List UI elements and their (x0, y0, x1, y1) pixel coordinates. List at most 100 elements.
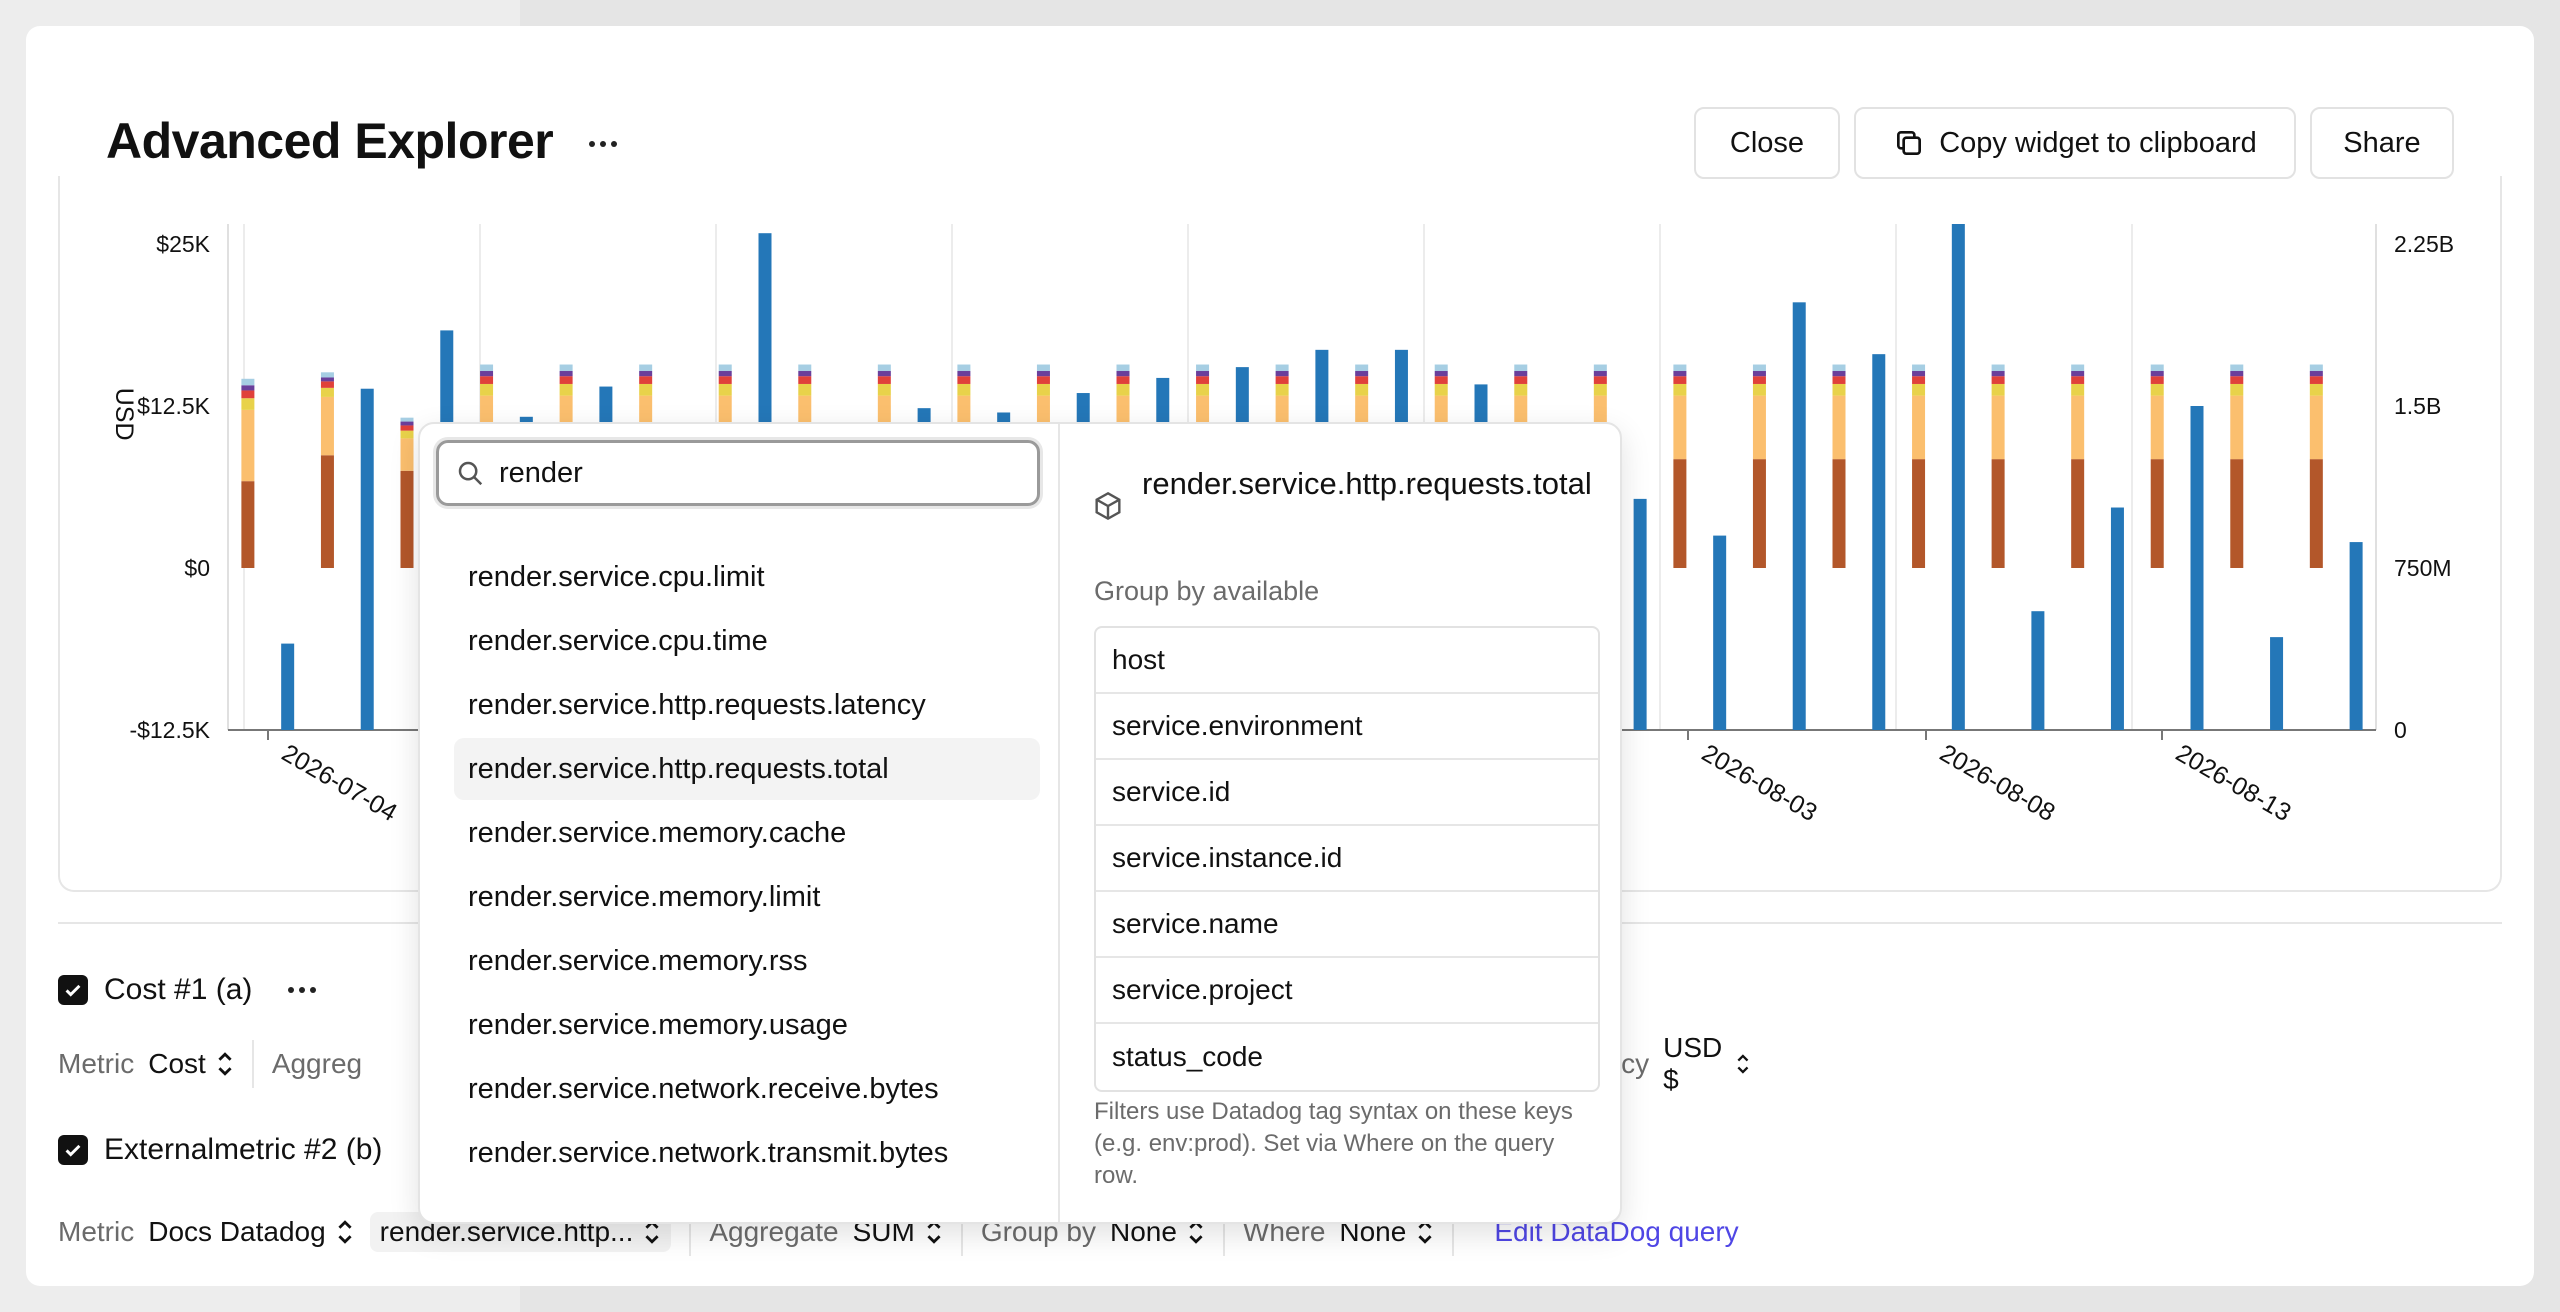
metric-option[interactable]: render.service.memory.rss (468, 944, 808, 977)
external-metric-bar (2031, 611, 2045, 730)
metric-search-box[interactable] (436, 440, 1040, 506)
cost-bar-segment (957, 371, 971, 377)
cost-bar-segment (718, 364, 732, 372)
y-left-tick-label: -$12.5K (129, 717, 210, 743)
cost-bar-segment (1991, 376, 2005, 384)
cost-bar-segment (1593, 371, 1607, 377)
cost-bar-segment (1514, 376, 1528, 384)
cost-bar-segment (2230, 459, 2244, 568)
cost-bar-segment (1036, 364, 1050, 372)
external-metric-bar (2190, 406, 2204, 730)
cost-bar-segment (1912, 371, 1926, 377)
ellipsis-icon (288, 987, 295, 993)
cost-bar-segment (1434, 364, 1448, 372)
cost-bar-segment (1991, 371, 2005, 377)
metric-option[interactable]: render.service.memory.usage (468, 1008, 848, 1041)
share-button-label: Share (2343, 126, 2421, 159)
cost-bar-segment (2309, 383, 2323, 396)
cost-bar-segment (559, 376, 573, 384)
cost-bar-segment (639, 364, 653, 372)
cost-bar-segment (1991, 364, 2005, 372)
external-metric-bar (2349, 542, 2363, 730)
cost-bar-segment (1355, 371, 1369, 377)
cost-bar-segment (2071, 383, 2085, 396)
cost-bar-segment (559, 371, 573, 377)
cost-bar-segment (2230, 371, 2244, 377)
cost-bar-segment (2309, 395, 2323, 460)
cost-bar-segment (1752, 383, 1766, 396)
cost-bar-segment (1673, 376, 1687, 384)
metric-option[interactable]: render.service.network.receive.bytes (468, 1072, 939, 1105)
cost-bar-segment (1036, 383, 1050, 396)
group-by-item: host (1096, 628, 1598, 694)
metric-option[interactable]: render.service.memory.limit (468, 880, 821, 913)
cost-bar-segment (1673, 383, 1687, 396)
cost-bar-segment (480, 371, 494, 377)
cost-bar-segment (2071, 459, 2085, 568)
cost-bar-segment (2230, 383, 2244, 396)
cost-bar-segment (2150, 459, 2164, 568)
query-row-header-1: Cost #1 (a) (58, 970, 317, 1010)
cost-bar-segment (2150, 371, 2164, 377)
query-1-checkbox[interactable] (58, 975, 88, 1005)
cost-bar-segment (1514, 383, 1528, 396)
group-by-item: service.name (1096, 892, 1598, 958)
query-1-params: Metric Cost Aggreg ency USD $ (58, 1032, 1749, 1095)
share-button[interactable]: Share (2310, 107, 2454, 179)
search-icon (458, 461, 483, 486)
query-1-metric-select[interactable]: Metric Cost (58, 1040, 254, 1088)
cost-bar-segment (2309, 371, 2323, 377)
metric-picker-popover: render.service.cpu.limit render.service.… (418, 422, 1622, 1224)
chevron-up-down-icon (218, 1052, 232, 1076)
metric-option-selected[interactable]: render.service.http.requests.total (454, 738, 1040, 800)
cost-bar-segment (1912, 376, 1926, 384)
query-1-aggregate-select[interactable]: Aggreg (272, 1048, 376, 1080)
group-by-item: status_code (1112, 1041, 1263, 1072)
group-by-available-label: Group by available (1094, 576, 1320, 606)
cost-bar-segment (1832, 459, 1846, 568)
cost-bar-segment (1752, 395, 1766, 460)
metric-option[interactable]: render.service.cpu.time (468, 624, 768, 657)
copy-icon (1897, 131, 1922, 155)
cost-bar-segment (1514, 364, 1528, 372)
metric-search-input[interactable] (499, 456, 1019, 490)
cost-bar-segment (1912, 383, 1926, 396)
close-button[interactable]: Close (1694, 107, 1840, 179)
cost-bar-segment (1673, 395, 1687, 460)
x-tick-label: 2026-08-13 (2171, 739, 2296, 827)
y-left-tick-label: $25K (156, 231, 210, 257)
cost-bar-segment (400, 430, 414, 439)
cost-bar-segment (2071, 364, 2085, 372)
ellipsis-icon (589, 141, 595, 147)
cost-bar-segment (1832, 364, 1846, 372)
cost-bar-segment (1116, 364, 1130, 372)
group-by-item: service.environment (1096, 694, 1598, 760)
copy-widget-button[interactable]: Copy widget to clipboard (1854, 107, 2296, 179)
cost-bar-segment (877, 371, 891, 377)
cost-bar-segment (400, 470, 414, 568)
group-by-list: host service.environment service.id serv… (1094, 626, 1600, 1092)
cost-bar-segment (1036, 371, 1050, 377)
cost-bar-segment (877, 376, 891, 384)
metric-option[interactable]: render.service.http.requests.latency (468, 688, 926, 721)
metric-option[interactable]: render.service.network.transmit.bytes (468, 1136, 949, 1169)
query-2-checkbox[interactable] (58, 1135, 88, 1165)
close-button-label: Close (1729, 126, 1805, 159)
cost-bar-segment (320, 387, 334, 397)
cost-bar-segment (798, 371, 812, 377)
cost-bar-segment (400, 438, 414, 471)
param-label: Aggreg (271, 1048, 363, 1079)
cost-bar-segment (1355, 376, 1369, 384)
cost-bar-segment (2309, 376, 2323, 384)
y-left-tick-label: $12.5K (137, 393, 211, 419)
query-2-metric-select[interactable]: Metric Docs Datadog (58, 1216, 354, 1248)
cost-bar-segment (718, 371, 732, 377)
cost-bar-segment (2150, 395, 2164, 460)
query-1-more-button[interactable] (288, 987, 317, 993)
title-more-button[interactable] (578, 124, 628, 164)
metric-option[interactable]: render.service.memory.cache (468, 816, 847, 849)
page-title: Advanced Explorer (106, 113, 554, 169)
metric-option[interactable]: render.service.cpu.limit (468, 560, 765, 593)
param-label: Metric (58, 1216, 135, 1247)
cost-bar-segment (2230, 376, 2244, 384)
